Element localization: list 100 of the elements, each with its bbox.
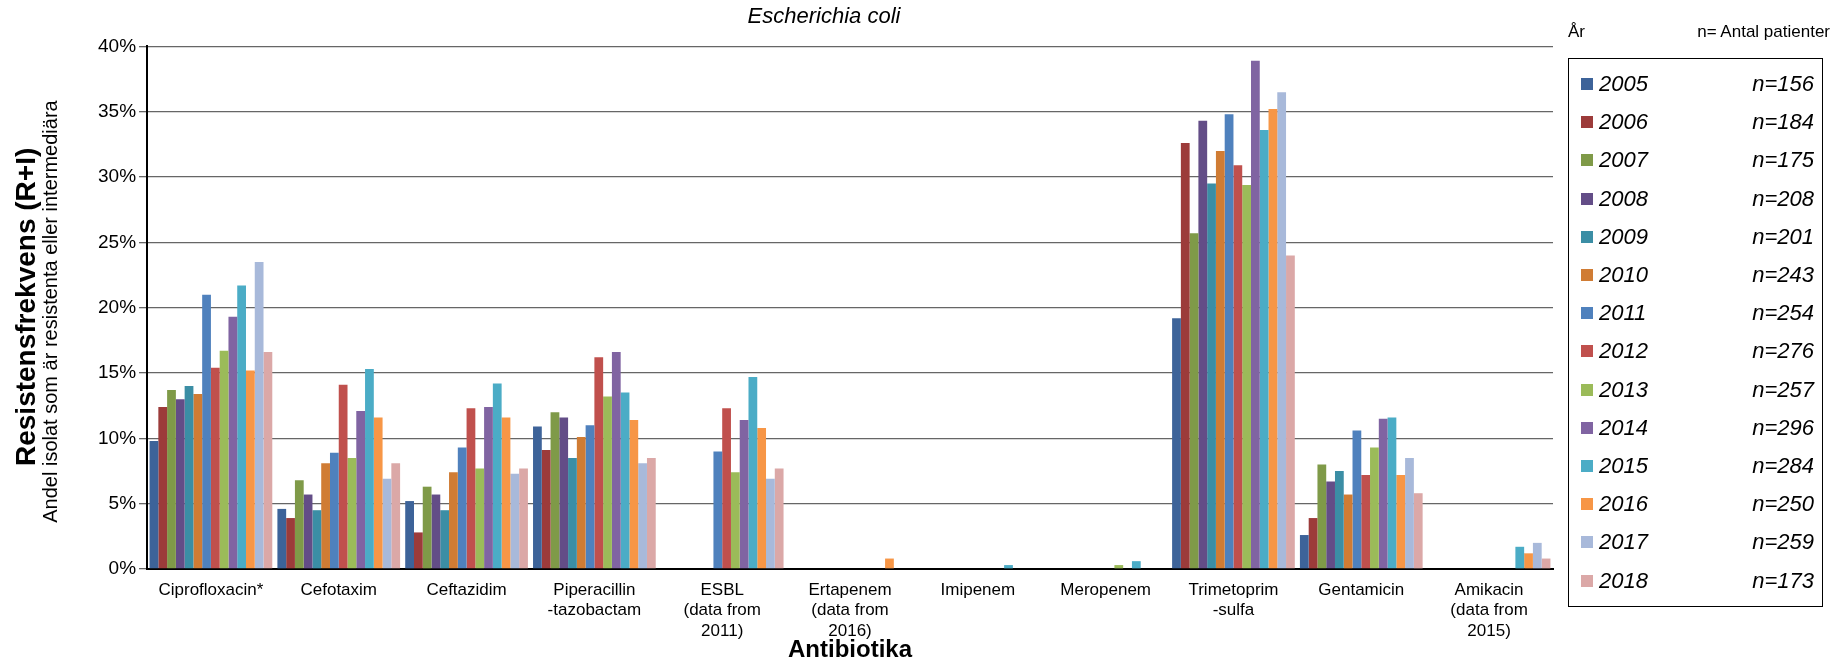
x-tick-label: Ciprofloxacin* (158, 579, 264, 599)
text: n=173 (1752, 567, 1814, 594)
legend-label: 2006 (1599, 109, 1649, 136)
bar (757, 427, 767, 569)
bar (457, 447, 467, 569)
bar (1172, 318, 1181, 569)
bar (885, 558, 894, 569)
bar (1343, 494, 1353, 569)
bar (219, 350, 229, 569)
text: n=276 (1752, 338, 1814, 365)
y-tick-label: 10% (98, 426, 137, 448)
bar (449, 472, 458, 569)
bar (321, 463, 330, 569)
bar (1317, 464, 1327, 569)
bar (603, 396, 612, 569)
bar (739, 420, 749, 569)
bar (263, 352, 273, 569)
x-tick-label: Ceftazidim (426, 579, 507, 599)
bar (277, 508, 287, 569)
bar (431, 494, 441, 569)
bar (774, 468, 784, 569)
x-tick-label: Meropenem (1060, 579, 1151, 599)
bar (312, 510, 322, 569)
bar (1370, 447, 1379, 569)
bar (1326, 481, 1335, 569)
bar (492, 383, 502, 569)
bar (338, 384, 348, 569)
legend-label: 2007 (1599, 147, 1650, 174)
bar (559, 417, 569, 569)
bar (1004, 565, 1013, 569)
y-tick-label: 40% (98, 34, 137, 56)
bar (1299, 535, 1309, 569)
y-tick-label: 30% (98, 165, 137, 187)
bar (245, 370, 255, 569)
bar (466, 408, 476, 569)
bar (254, 261, 264, 569)
bar (228, 316, 238, 569)
text: n=184 (1752, 109, 1814, 136)
bar (391, 463, 401, 569)
bar (413, 532, 423, 569)
text: n=296 (1752, 414, 1814, 441)
bar (510, 473, 520, 569)
x-tick-label: Cefotaxim (300, 579, 378, 599)
bar (1215, 150, 1225, 569)
bar (329, 452, 339, 569)
bar (1207, 183, 1216, 569)
bar (629, 420, 639, 569)
bar (1277, 92, 1287, 569)
x-tick-label: Imipenem (940, 579, 1016, 599)
bar (1259, 130, 1269, 569)
x-tick-label: Amikacin (data from 2015) (1450, 579, 1528, 640)
legend-label: 2018 (1599, 567, 1649, 594)
bar (568, 457, 577, 569)
y-tick-label: 0% (108, 557, 137, 579)
bar (594, 357, 604, 569)
bar (294, 480, 304, 569)
y-tick-label: 15% (98, 361, 137, 383)
text: n=201 (1752, 223, 1814, 250)
bar (1180, 143, 1190, 569)
bar (748, 376, 758, 569)
legend-label: 2016 (1599, 491, 1649, 518)
bar (646, 457, 656, 569)
bar (193, 393, 203, 569)
bar (550, 412, 560, 569)
bar (1286, 255, 1295, 569)
bar (382, 478, 392, 569)
legend-label: 2015 (1599, 452, 1649, 479)
bar (210, 367, 220, 569)
bar (149, 440, 159, 569)
bar (1198, 120, 1208, 569)
text: n=156 (1752, 71, 1814, 98)
bar (1413, 493, 1423, 569)
bar (347, 457, 357, 569)
text: n=175 (1752, 147, 1814, 174)
text: n= Antal patienter (1697, 22, 1830, 42)
x-tick-label: Gentamicin (1318, 579, 1405, 599)
bar (620, 392, 630, 569)
bar (167, 390, 176, 569)
bar (1189, 233, 1199, 569)
text: n=259 (1752, 529, 1814, 556)
chart-title: Escherichia coli (747, 3, 902, 29)
bar (373, 417, 383, 569)
bar (475, 468, 485, 569)
bar (1250, 60, 1260, 569)
bar (730, 472, 740, 569)
bar (1532, 542, 1542, 569)
text: n=254 (1752, 300, 1814, 327)
bar (365, 369, 374, 569)
bar (405, 501, 414, 569)
bar (184, 386, 194, 569)
legend-label: 2017 (1599, 529, 1650, 556)
bar (286, 518, 295, 569)
bar (1361, 474, 1371, 569)
y-axis-title: Resistensfrekvens (R+I) (10, 147, 42, 466)
bar (1131, 561, 1141, 569)
x-tick-label: ESBL (data from 2011) (683, 579, 761, 640)
bar (202, 294, 211, 569)
bar (1233, 165, 1243, 569)
legend-label: 2008 (1599, 185, 1649, 212)
text: n=250 (1752, 491, 1814, 518)
